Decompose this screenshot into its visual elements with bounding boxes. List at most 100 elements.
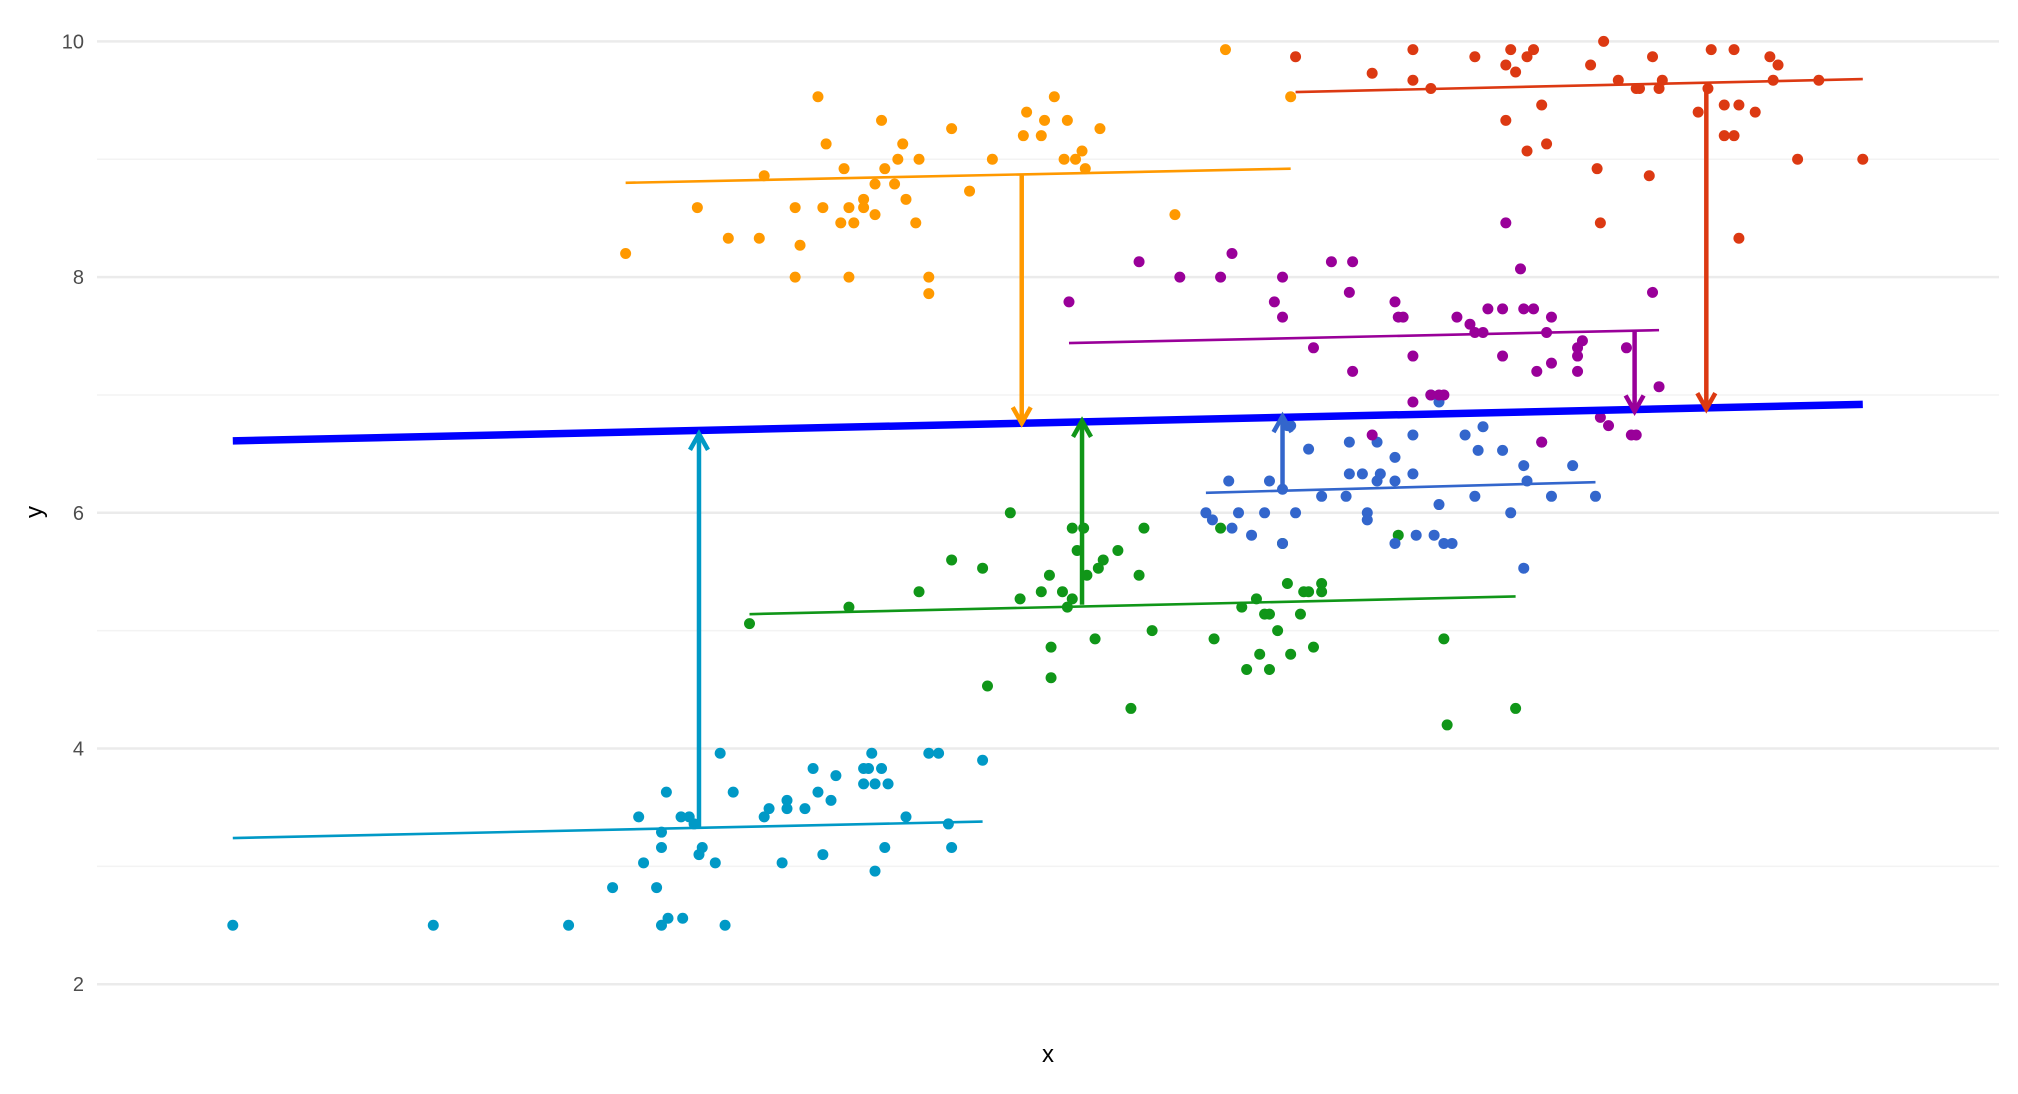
blue-point [1343, 468, 1355, 480]
cyan-point [812, 786, 824, 798]
y-tick-labels: 2 4 6 8 10 [62, 31, 84, 996]
green-point [1035, 586, 1047, 598]
green-point [1045, 672, 1057, 684]
cyan-point [946, 841, 958, 853]
green-point [1208, 633, 1220, 645]
blue-point [1477, 421, 1489, 433]
cyan-fit-line [232, 820, 983, 840]
green-point [1316, 578, 1328, 590]
orange-point [1035, 130, 1047, 142]
orange-point [1076, 145, 1088, 157]
blue-point [1469, 490, 1481, 502]
green-point [977, 562, 989, 574]
cyan-point [869, 865, 881, 877]
green-point [1303, 586, 1315, 598]
orange-point [758, 170, 770, 182]
orange-point [753, 232, 765, 244]
green-point [1263, 608, 1275, 620]
red-point [1407, 44, 1419, 56]
purple-point [1531, 365, 1543, 377]
blue-point [1277, 537, 1289, 549]
cyan-point [807, 763, 819, 775]
purple-point [1343, 286, 1355, 298]
orange-point [889, 178, 901, 190]
purple-point [1518, 303, 1530, 315]
green-point [1510, 702, 1522, 714]
purple-point [1620, 342, 1632, 354]
overall-fit-line-segment [232, 400, 1863, 445]
cyan-point [563, 919, 575, 931]
y-tick-label: 4 [73, 739, 84, 761]
blue-point [1518, 562, 1530, 574]
cyan-point [942, 818, 954, 830]
y-tick-label: 6 [73, 503, 84, 525]
orange-point [964, 185, 976, 197]
blue-point [1407, 468, 1419, 480]
blue-point [1567, 460, 1579, 472]
purple-point [1425, 389, 1437, 401]
cyan-point [655, 841, 667, 853]
orange-point [1070, 153, 1082, 165]
red-point [1728, 44, 1740, 56]
red-point [1733, 99, 1745, 111]
red-point [1500, 114, 1512, 126]
red-point [1290, 51, 1302, 63]
orange-point [858, 193, 870, 205]
purple-point [1572, 350, 1584, 362]
green-point [1138, 522, 1150, 534]
purple-point [1451, 311, 1463, 323]
orange-point [691, 202, 703, 214]
cyan-point [696, 841, 708, 853]
red-point [1749, 106, 1761, 118]
orange-point [1048, 91, 1060, 103]
orange-point [789, 271, 801, 283]
purple-point [1277, 271, 1289, 283]
data-points [227, 35, 1869, 931]
green-point [1146, 625, 1158, 637]
purple-point [1325, 256, 1337, 268]
purple-point [1482, 303, 1494, 315]
orange-point [789, 202, 801, 214]
red-point [1728, 130, 1740, 142]
green-point [1272, 625, 1284, 637]
green-point [1125, 702, 1137, 714]
orange-point [986, 153, 998, 165]
blue-point [1389, 475, 1401, 487]
cyan-point [655, 826, 667, 838]
orange-point [900, 193, 912, 205]
red-arrow-head [1695, 391, 1718, 414]
green-point [1281, 578, 1293, 590]
cyan-point [763, 803, 775, 815]
red-point [1521, 145, 1533, 157]
orange-fit-line [625, 167, 1291, 185]
red-point [1767, 74, 1779, 86]
red-point [1733, 232, 1745, 244]
red-point [1718, 130, 1730, 142]
cyan-point [638, 857, 650, 869]
orange-point [794, 239, 806, 251]
cyan-point [675, 811, 687, 823]
purple-point [1464, 318, 1476, 330]
orange-point [869, 209, 881, 221]
blue-point [1223, 475, 1235, 487]
green-point [1061, 601, 1073, 613]
red-point [1792, 153, 1804, 165]
green-point [1066, 593, 1078, 605]
purple-point [1366, 429, 1378, 441]
green-point [1133, 569, 1145, 581]
cyan-point [607, 882, 619, 894]
purple-point [1594, 411, 1606, 423]
green-point [1004, 507, 1016, 519]
cyan-point [977, 754, 989, 766]
blue-point [1472, 444, 1484, 456]
red-point [1510, 66, 1522, 78]
cyan-point [781, 794, 793, 806]
blue-point [1407, 429, 1419, 441]
purple-point [1407, 350, 1419, 362]
cyan-point [758, 811, 770, 823]
purple-point [1174, 271, 1186, 283]
blue-point [1374, 468, 1386, 480]
cyan-point [869, 778, 881, 790]
purple-point [1536, 436, 1548, 448]
purple-point [1063, 296, 1075, 308]
